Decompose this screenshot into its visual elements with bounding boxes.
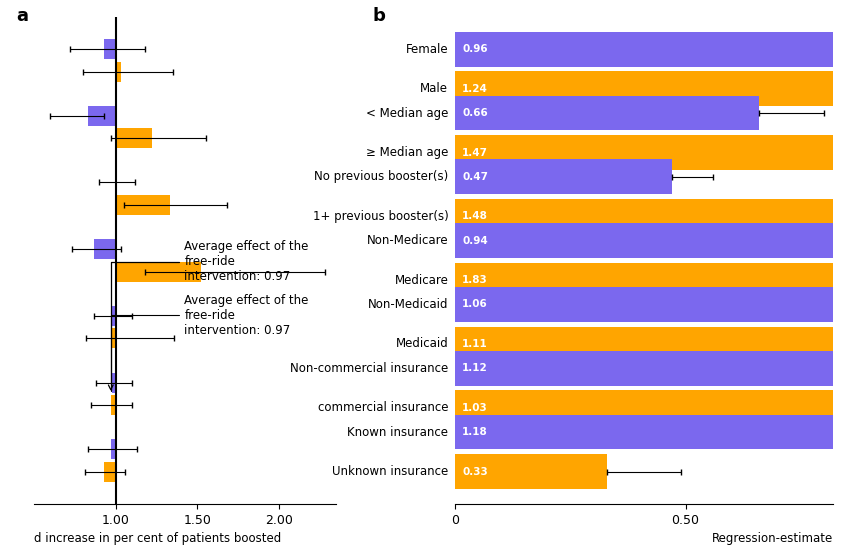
- Bar: [456, 390, 833, 425]
- Text: Medicare: Medicare: [394, 274, 448, 287]
- Bar: [456, 326, 833, 361]
- X-axis label: d increase in per cent of patients boosted: d increase in per cent of patients boost…: [34, 532, 281, 545]
- Text: 0.47: 0.47: [462, 172, 488, 182]
- Text: 0.33: 0.33: [462, 466, 488, 477]
- Text: 1.03: 1.03: [462, 403, 488, 413]
- Text: Non-Medicaid: Non-Medicaid: [368, 298, 448, 311]
- Bar: [456, 351, 833, 386]
- Text: 1.06: 1.06: [462, 300, 488, 310]
- Bar: [94, 239, 116, 259]
- Text: 1+ previous booster(s): 1+ previous booster(s): [313, 210, 448, 223]
- Bar: [110, 329, 116, 348]
- Bar: [456, 454, 607, 489]
- Bar: [456, 32, 833, 67]
- Text: 1.47: 1.47: [462, 147, 488, 157]
- Text: Male: Male: [420, 82, 448, 95]
- Text: 1.24: 1.24: [462, 84, 488, 94]
- Text: 0.66: 0.66: [462, 108, 488, 118]
- Text: 1.11: 1.11: [462, 339, 488, 349]
- Bar: [456, 160, 672, 194]
- Text: < Median age: < Median age: [366, 106, 448, 120]
- Text: 0.96: 0.96: [462, 44, 488, 54]
- Bar: [116, 262, 201, 282]
- Text: Non-commercial insurance: Non-commercial insurance: [290, 362, 448, 375]
- Bar: [88, 106, 116, 125]
- Text: Medicaid: Medicaid: [395, 338, 448, 351]
- Bar: [456, 263, 833, 297]
- Bar: [110, 439, 116, 459]
- Text: Female: Female: [405, 43, 448, 56]
- Text: Average effect of the
free-ride
intervention: 0.97: Average effect of the free-ride interven…: [109, 240, 309, 390]
- Bar: [456, 287, 833, 322]
- Text: No previous booster(s): No previous booster(s): [314, 170, 448, 183]
- Bar: [456, 71, 833, 106]
- Bar: [116, 128, 151, 148]
- Text: 1.48: 1.48: [462, 211, 488, 221]
- Text: Known insurance: Known insurance: [348, 426, 448, 438]
- Bar: [105, 462, 116, 482]
- Text: ≥ Median age: ≥ Median age: [366, 146, 448, 159]
- X-axis label: Regression-estimate: Regression-estimate: [711, 532, 833, 545]
- Bar: [456, 199, 833, 234]
- Bar: [112, 372, 116, 393]
- Text: 1.12: 1.12: [462, 363, 488, 374]
- Text: 0.94: 0.94: [462, 236, 488, 246]
- Text: b: b: [372, 7, 385, 25]
- Text: Average effect of the
free-ride
intervention: 0.97: Average effect of the free-ride interven…: [110, 294, 309, 391]
- Bar: [116, 195, 170, 215]
- Text: 1.83: 1.83: [462, 275, 488, 285]
- Bar: [116, 62, 121, 82]
- Bar: [456, 415, 833, 450]
- Text: 1.18: 1.18: [462, 427, 488, 437]
- Bar: [110, 306, 116, 326]
- Bar: [110, 395, 116, 415]
- Bar: [456, 96, 759, 130]
- Text: a: a: [16, 7, 28, 25]
- Bar: [456, 223, 833, 258]
- Text: Non-Medicare: Non-Medicare: [366, 234, 448, 247]
- Text: Unknown insurance: Unknown insurance: [332, 465, 448, 478]
- Bar: [105, 39, 116, 59]
- Text: commercial insurance: commercial insurance: [318, 401, 448, 414]
- Bar: [456, 135, 833, 170]
